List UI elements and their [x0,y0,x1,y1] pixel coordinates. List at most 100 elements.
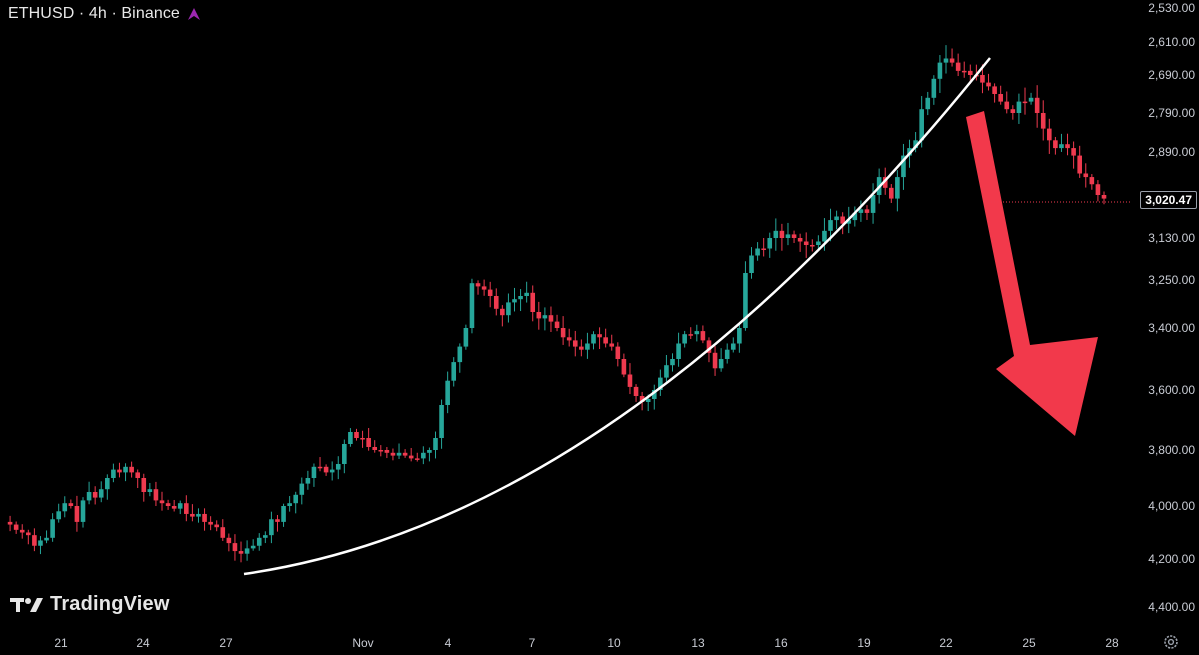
candle-body [828,220,833,231]
tradingview-logo[interactable]: TradingView [10,593,170,616]
candle-body [506,302,511,316]
candle-body [700,331,706,341]
candle-body [1010,109,1016,113]
candle-body [159,500,165,504]
candle-body [724,349,730,359]
price-tick-label: 4,200.00 [1148,552,1195,566]
candle-body [439,405,444,438]
candle-body [560,328,566,338]
candle-body [858,209,864,213]
candle-body [548,315,554,322]
candle-body [718,359,724,369]
candle-body [451,362,457,381]
candle-body [888,187,894,199]
candle-body [785,234,791,238]
candle-body [730,343,736,350]
candle-body [712,352,718,369]
price-tick-label: 2,610.00 [1148,35,1195,49]
candle-body [803,241,809,245]
candle-body [360,438,365,440]
down-arrow [966,111,1098,436]
candle-body [13,524,19,530]
candle-body [603,337,608,344]
candle-body [949,58,955,63]
candle-body [56,511,61,520]
candle-body [226,537,232,544]
gear-icon[interactable] [1163,634,1179,650]
candle-body [925,97,931,110]
time-tick-label: 27 [219,636,233,650]
candle-body [427,450,432,453]
candle-body [1083,173,1089,178]
candle-body [809,245,815,247]
purple-star-icon[interactable] [186,6,202,22]
candle-body [591,334,596,344]
time-tick-label: 10 [607,636,621,650]
candle-body [767,238,773,249]
candle-body [870,195,876,213]
candle-body [773,230,779,238]
candle-body [1016,101,1022,113]
candle-body [26,532,31,536]
candle-body [7,521,13,525]
candle-body [609,343,615,347]
candle-body [615,346,621,359]
candle-body [445,380,450,405]
candle-body [287,503,292,506]
candle-body [572,340,578,347]
candle-body [554,321,560,328]
candle-body [901,155,906,178]
candle-body [512,299,517,303]
candle-body [348,432,353,444]
candle-body [882,177,888,188]
candle-body [390,452,396,456]
candle-body [293,494,299,504]
candle-body [992,86,997,94]
symbol-title[interactable]: ETHUSD · 4h · Binance [8,5,202,23]
candle-body [670,359,675,366]
candle-body [19,529,25,533]
candle-body [737,328,742,344]
candle-body [421,452,426,459]
candle-body [68,503,74,506]
price-tick-label: 3,250.00 [1148,273,1195,287]
symbol-label: ETHUSD · 4h · Binance [8,5,180,22]
candle-body [1022,101,1028,104]
time-tick-label: 4 [444,636,452,650]
candle-body [524,292,529,296]
candle-body [518,296,523,300]
candle-body [1101,195,1107,199]
candle-body [682,334,687,344]
candle-body [44,537,49,541]
candle-body [32,535,37,546]
candle-body [408,455,414,459]
candle-body [852,212,858,221]
candle-body [493,296,499,309]
candle-body [98,489,104,498]
candle-body [232,543,238,552]
candle-body [214,524,220,528]
candle-body [639,396,645,402]
candle-body [779,230,785,238]
price-tick-label: 3,600.00 [1148,383,1195,397]
candle-body [335,464,341,470]
candle-body [378,450,384,452]
candle-body [937,62,943,79]
candle-body [1028,97,1034,102]
candle-body [105,478,110,490]
candle-body [74,506,80,522]
time-tick-label: 25 [1022,636,1036,650]
candle-body [706,340,712,353]
candle-body [184,503,189,514]
time-tick-label: 22 [939,636,953,650]
candle-body [92,492,98,498]
candle-body [366,438,371,447]
candle-body [840,216,845,224]
candle-body [238,551,244,554]
candle-body [177,503,183,509]
candle-body [396,452,402,456]
candle-body [86,492,92,501]
price-tick-label: 2,530.00 [1148,1,1195,15]
candle-body [457,346,463,363]
